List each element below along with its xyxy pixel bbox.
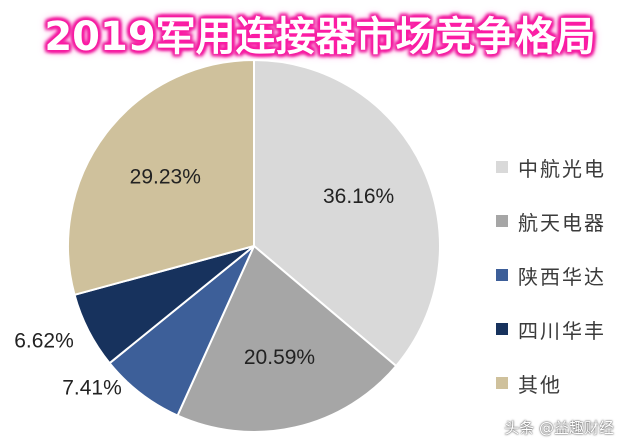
pie-slice-5 <box>67 58 255 297</box>
legend-item-1: 中航光电 <box>496 140 636 194</box>
chart-title: 2019军用连接器市场竞争格局 <box>44 14 596 60</box>
data-label-4: 6.62% <box>14 330 74 353</box>
legend-item-4: 四川华丰 <box>496 302 636 356</box>
legend-label-4: 四川华丰 <box>518 318 606 343</box>
legend-swatch-3 <box>496 269 508 281</box>
legend-swatch-1 <box>496 161 508 173</box>
legend-item-2: 航天电器 <box>496 194 636 248</box>
data-label-3: 7.41% <box>62 377 122 400</box>
legend-label-2: 航天电器 <box>518 210 606 235</box>
legend-swatch-2 <box>496 215 508 227</box>
pie-slice-1 <box>253 58 441 368</box>
legend-item-5: 其他 <box>496 356 636 410</box>
legend-label-3: 陕西华达 <box>518 264 606 289</box>
legend-swatch-5 <box>496 377 508 389</box>
data-label-5: 29.23% <box>130 166 201 189</box>
legend: 中航光电航天电器陕西华达四川华丰其他 <box>496 140 636 410</box>
watermark: 头条 @益趣财经 <box>504 419 614 437</box>
pie-slice-2 <box>176 244 398 433</box>
data-label-2: 20.59% <box>244 346 315 369</box>
legend-label-5: 其他 <box>518 372 562 397</box>
legend-swatch-4 <box>496 323 508 335</box>
data-label-1: 36.16% <box>323 185 394 208</box>
legend-label-1: 中航光电 <box>518 156 606 181</box>
legend-item-3: 陕西华达 <box>496 248 636 302</box>
